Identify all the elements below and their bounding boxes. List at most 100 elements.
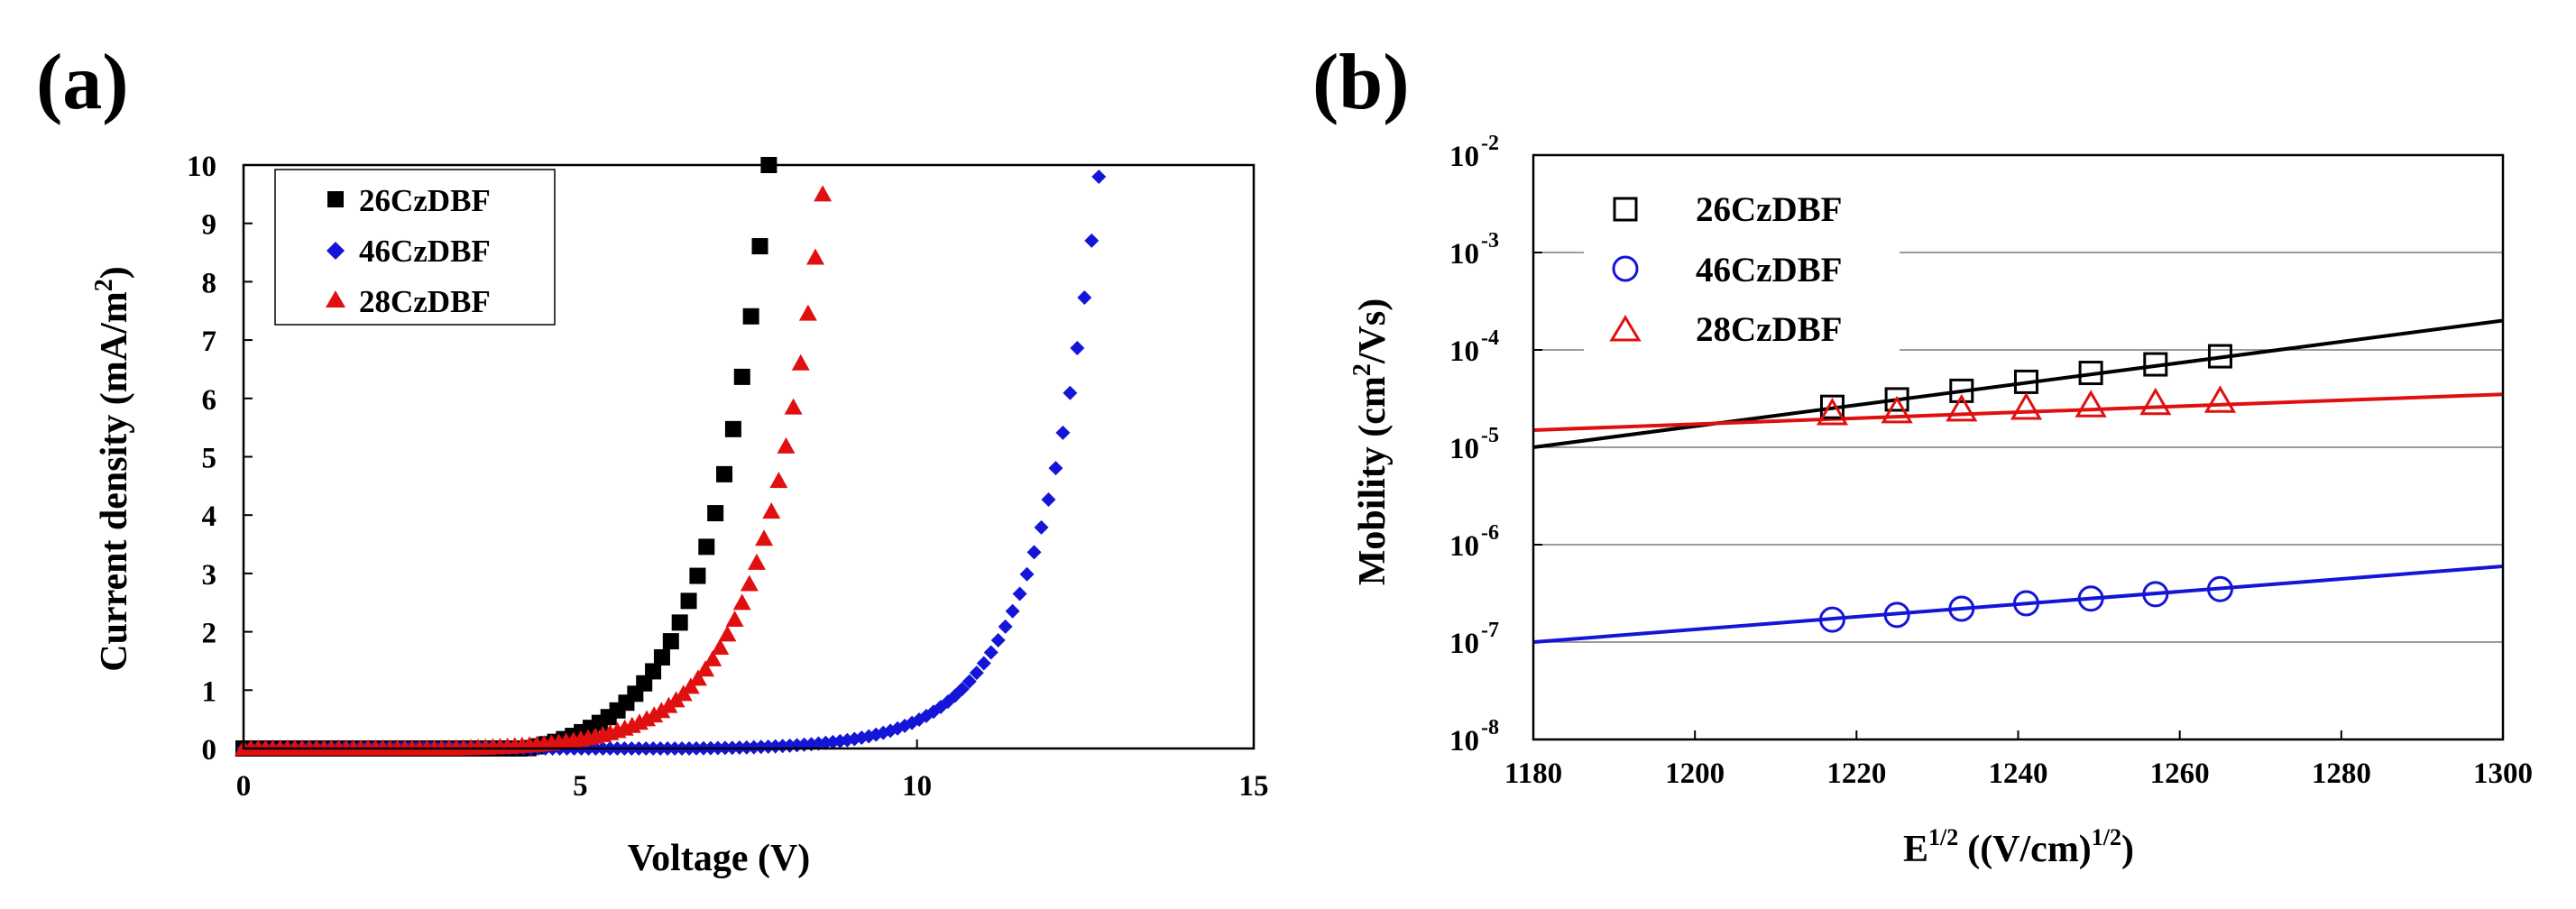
panel-b-x-tick-label: 1260 xyxy=(2150,758,2210,790)
panel-a-y-tick-label: 3 xyxy=(202,559,217,592)
legend-marker-28czdbf xyxy=(326,290,345,308)
panel-b-y-tick-exponent: -7 xyxy=(1481,619,1499,642)
data-point-28czdbf xyxy=(718,625,737,642)
panel-b-x-axis-title: E1/2 ((V/cm)1/2) xyxy=(1903,824,2134,870)
data-point-28czdbf xyxy=(725,610,744,627)
panel-b-legend-box xyxy=(1584,207,1900,354)
panel-a-y-tick-label: 10 xyxy=(187,151,216,183)
panel-a-y-tick-label: 5 xyxy=(202,443,217,475)
data-point-b-46czdbf xyxy=(1948,595,1975,622)
data-point-46czdbf xyxy=(1019,566,1035,582)
panel-b-y-tick-label: 10 xyxy=(1449,628,1479,660)
data-point-26czdbf xyxy=(698,538,715,556)
data-point-b-46czdbf xyxy=(2142,581,2169,608)
data-point-46czdbf xyxy=(1055,425,1071,440)
legend-marker-46czdbf-b xyxy=(1612,255,1639,282)
data-point-46czdbf xyxy=(1005,603,1020,619)
legend-marker-26czdbf xyxy=(327,191,344,207)
data-point-26czdbf xyxy=(662,633,679,650)
panel-a-y-tick-label: 6 xyxy=(202,384,217,417)
data-point-46czdbf xyxy=(954,682,970,697)
data-point-28czdbf xyxy=(784,398,803,415)
data-point-28czdbf xyxy=(696,660,715,677)
panel-b-y-tick-exponent: -4 xyxy=(1481,326,1499,350)
fit-line-26czdbf xyxy=(1532,318,2504,449)
data-point-28czdbf xyxy=(814,185,833,202)
data-point-28czdbf xyxy=(769,472,788,489)
data-point-28czdbf xyxy=(755,529,774,546)
legend-label-26czdbf: 26CzDBF xyxy=(359,183,491,218)
panel-b-y-tick-label: 10 xyxy=(1449,433,1479,465)
fit-line-46czdbf xyxy=(1532,564,2504,644)
panel-a-y-tick-label: 9 xyxy=(202,209,217,242)
panel-b-y-tick-label: 10 xyxy=(1449,141,1479,173)
panel-b-y-axis-title: Mobility (cm2/Vs) xyxy=(1348,298,1394,585)
panel-a-y-tick-label: 7 xyxy=(202,326,217,358)
data-point-26czdbf xyxy=(645,663,662,680)
data-point-28czdbf xyxy=(732,593,751,611)
data-point-46czdbf xyxy=(1026,545,1042,560)
data-point-b-26czdbf xyxy=(1819,394,1845,419)
data-point-b-28czdbf xyxy=(2203,385,2237,413)
legend-label-26czdbf-b: 26CzDBF xyxy=(1696,190,1842,229)
panel-a-y-tick-label: 0 xyxy=(202,734,217,767)
data-point-46czdbf xyxy=(1084,233,1099,248)
data-point-28czdbf xyxy=(777,436,796,454)
panel-b-x-tick-label: 1220 xyxy=(1826,758,1886,790)
data-point-26czdbf xyxy=(653,648,670,666)
data-point-46czdbf xyxy=(1063,385,1078,400)
legend-label-46czdbf-b: 46CzDBF xyxy=(1696,251,1842,289)
data-point-46czdbf xyxy=(1012,586,1027,601)
data-point-26czdbf xyxy=(724,420,741,437)
panel-b-y-tick-exponent: -3 xyxy=(1481,229,1499,252)
panel-b-x-tick-label: 1280 xyxy=(2312,758,2371,790)
panel-a-legend: 26CzDBF 46CzDBF 28CzDBF xyxy=(274,169,556,326)
panel-b-marks xyxy=(1532,318,2504,644)
panel-b-y-tick-exponent: -5 xyxy=(1481,424,1499,447)
panel-a-x-tick-label: 15 xyxy=(1239,770,1269,803)
data-point-b-28czdbf xyxy=(1881,395,1913,424)
data-point-28czdbf xyxy=(740,574,759,592)
data-point-28czdbf xyxy=(688,669,707,686)
data-point-b-26czdbf xyxy=(2143,352,2168,377)
panel-b-x-tick-label: 1240 xyxy=(1989,758,2048,790)
panel-a-x-axis-title: Voltage (V) xyxy=(628,838,811,879)
data-point-46czdbf xyxy=(983,645,998,660)
data-point-46czdbf xyxy=(1070,340,1085,355)
panel-b-y-tick-label: 10 xyxy=(1449,335,1479,368)
data-point-46czdbf xyxy=(1077,289,1092,305)
data-point-b-26czdbf xyxy=(1949,378,1974,403)
data-point-46czdbf xyxy=(1048,461,1063,476)
data-point-26czdbf xyxy=(733,368,750,385)
data-point-26czdbf xyxy=(751,238,768,255)
data-point-b-28czdbf xyxy=(2075,390,2107,418)
data-point-46czdbf xyxy=(976,656,991,671)
panel-a-y-tick-label: 4 xyxy=(202,500,217,533)
data-point-b-28czdbf xyxy=(1816,398,1849,426)
data-point-28czdbf xyxy=(762,502,781,519)
panel-a-y-tick-label: 2 xyxy=(202,618,217,650)
panel-b-y-tick-exponent: -2 xyxy=(1481,132,1499,155)
panel-b-y-tick-exponent: -8 xyxy=(1481,716,1499,739)
panel-a-x-tick-label: 0 xyxy=(236,770,252,803)
data-point-46czdbf xyxy=(990,633,1006,648)
data-point-26czdbf xyxy=(742,308,759,325)
panel-a-label: (a) xyxy=(36,39,129,126)
panel-a-x-tick-label: 10 xyxy=(902,770,932,803)
data-point-46czdbf xyxy=(969,666,984,681)
data-point-26czdbf xyxy=(716,465,733,482)
data-point-26czdbf xyxy=(671,614,688,631)
panel-b-plot-frame xyxy=(1532,153,2505,741)
data-point-46czdbf xyxy=(1091,169,1107,184)
legend-marker-28czdbf-b xyxy=(1609,315,1642,342)
data-point-26czdbf xyxy=(707,505,724,522)
data-point-28czdbf xyxy=(711,638,730,655)
panel-b-y-tick-label: 10 xyxy=(1449,530,1479,563)
fit-line-28czdbf xyxy=(1532,392,2504,432)
data-point-26czdbf xyxy=(680,592,697,610)
panel-b-y-tick-label: 10 xyxy=(1449,238,1479,271)
data-point-b-46czdbf xyxy=(1818,606,1845,633)
data-point-b-46czdbf xyxy=(2012,590,2039,617)
data-point-28czdbf xyxy=(791,354,810,371)
